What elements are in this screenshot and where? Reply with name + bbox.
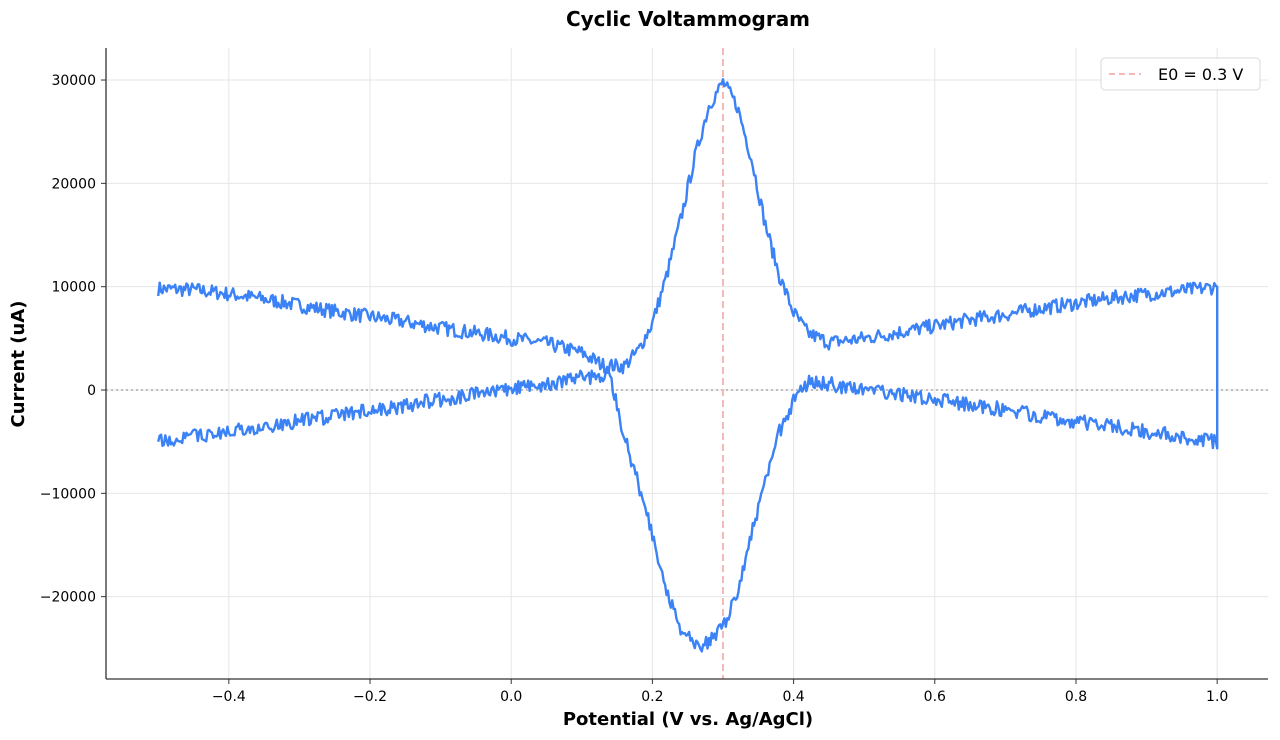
x-tick-label: 0.6 — [924, 689, 946, 705]
y-tick-label: −10000 — [40, 486, 96, 502]
y-tick-label: 10000 — [51, 280, 96, 296]
x-tick-label: 0.4 — [782, 689, 804, 705]
legend-entry-label: E0 = 0.3 V — [1158, 65, 1243, 84]
x-tick-label: 1.0 — [1206, 689, 1228, 705]
y-axis-ticks: −20000 −10000 0 10000 20000 30000 — [40, 73, 106, 606]
data-series — [157, 77, 1219, 653]
x-tick-label: 0.2 — [641, 689, 663, 705]
chart-title: Cyclic Voltammogram — [566, 7, 810, 31]
y-axis-label: Current (uA) — [8, 301, 29, 428]
x-tick-label: −0.2 — [353, 689, 387, 705]
x-axis-ticks: −0.4 −0.2 0.0 0.2 0.4 0.6 0.8 1.0 — [212, 679, 1228, 705]
x-tick-label: −0.4 — [212, 689, 246, 705]
x-axis-label: Potential (V vs. Ag/AgCl) — [563, 709, 813, 730]
y-tick-label: 0 — [87, 383, 96, 399]
y-tick-label: −20000 — [40, 590, 96, 606]
legend-box — [1100, 57, 1261, 91]
x-tick-label: 0.8 — [1065, 689, 1087, 705]
cv-curve — [157, 77, 1219, 653]
y-tick-label: 30000 — [51, 73, 96, 89]
x-tick-label: 0.0 — [500, 689, 522, 705]
y-tick-label: 20000 — [51, 176, 96, 192]
grid-lines — [106, 48, 1268, 679]
legend: E0 = 0.3 V — [1100, 57, 1261, 91]
